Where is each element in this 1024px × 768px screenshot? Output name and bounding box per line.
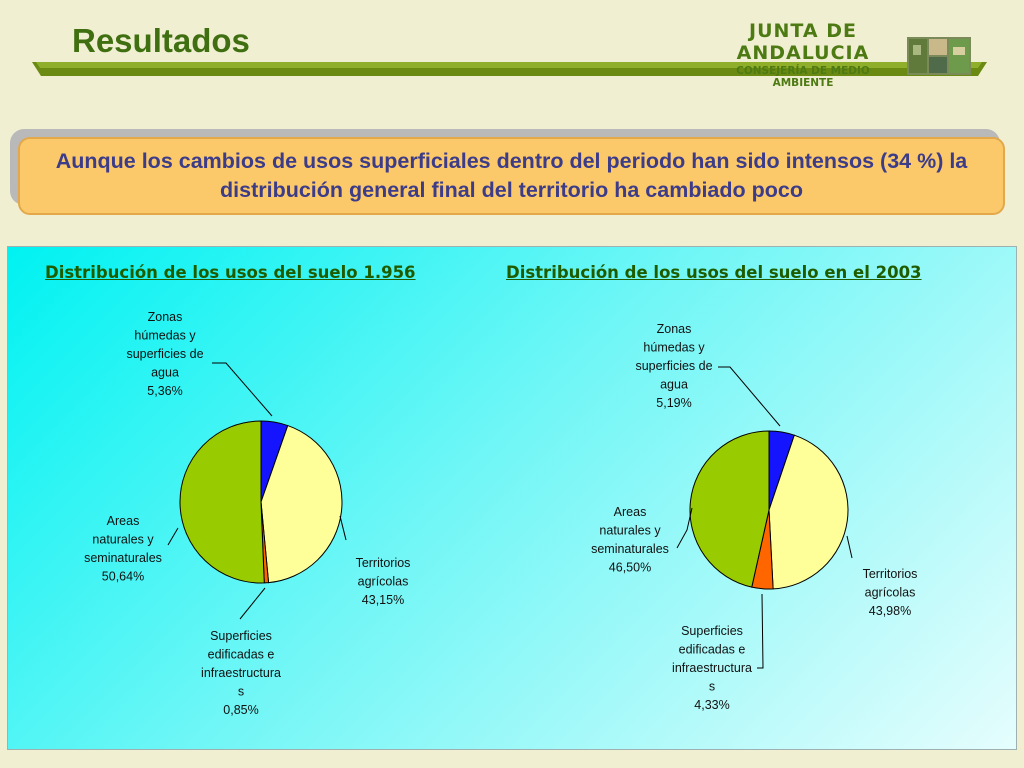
leader-line-0-agricultural	[339, 515, 347, 541]
pie-slice-0-natural	[179, 420, 265, 584]
page-title: Resultados	[72, 22, 250, 59]
data-label-0-built: Superficies edificadas e infraestructura s 0…	[201, 629, 281, 717]
org-department: CONSEJERÍA DE MEDIO AMBIENTE	[736, 65, 870, 89]
chart-title-2003: Distribución de los usos del suelo en el…	[506, 263, 922, 282]
org-logo-text: JUNTA DE ANDALUCIA CONSEJERÍA DE MEDIO A…	[708, 20, 898, 89]
landscape-logo-icon	[907, 37, 971, 75]
chart-title-1956: Distribución de los usos del suelo 1.956	[45, 263, 416, 282]
data-label-0-natural: Areas naturales y seminaturales 50,64%	[84, 514, 162, 584]
data-label-1-natural: Areas naturales y seminaturales 46,50%	[591, 505, 669, 575]
data-label-1-built: Superficies edificadas e infraestructura s 4…	[672, 624, 752, 712]
leader-line-0-built	[239, 587, 266, 620]
data-label-1-water: Zonas húmedas y superficies de agua 5,19%	[635, 322, 712, 410]
data-label-0-water: Zonas húmedas y superficies de agua 5,36%	[126, 310, 203, 398]
charts-panel	[7, 246, 1017, 750]
leader-line-1-agricultural	[846, 535, 853, 559]
summary-callout: Aunque los cambios de usos superficiales…	[18, 137, 1005, 215]
leader-line-1-built	[757, 593, 764, 669]
leader-line-1-water	[718, 366, 781, 427]
data-label-0-agricultural: Territorios agrícolas 43,15%	[356, 556, 411, 607]
leader-line-0-natural	[167, 527, 179, 546]
leader-line-1-natural	[676, 507, 693, 549]
data-label-1-agricultural: Territorios agrícolas 43,98%	[863, 567, 918, 618]
leader-line-0-water	[212, 362, 273, 417]
pie-slice-1-agricultural	[768, 434, 849, 590]
pie-slice-0-agricultural	[260, 424, 343, 584]
pie-slice-1-natural	[689, 430, 770, 588]
title-underline-bar	[32, 62, 987, 76]
org-name: JUNTA DE ANDALUCIA	[736, 20, 870, 64]
